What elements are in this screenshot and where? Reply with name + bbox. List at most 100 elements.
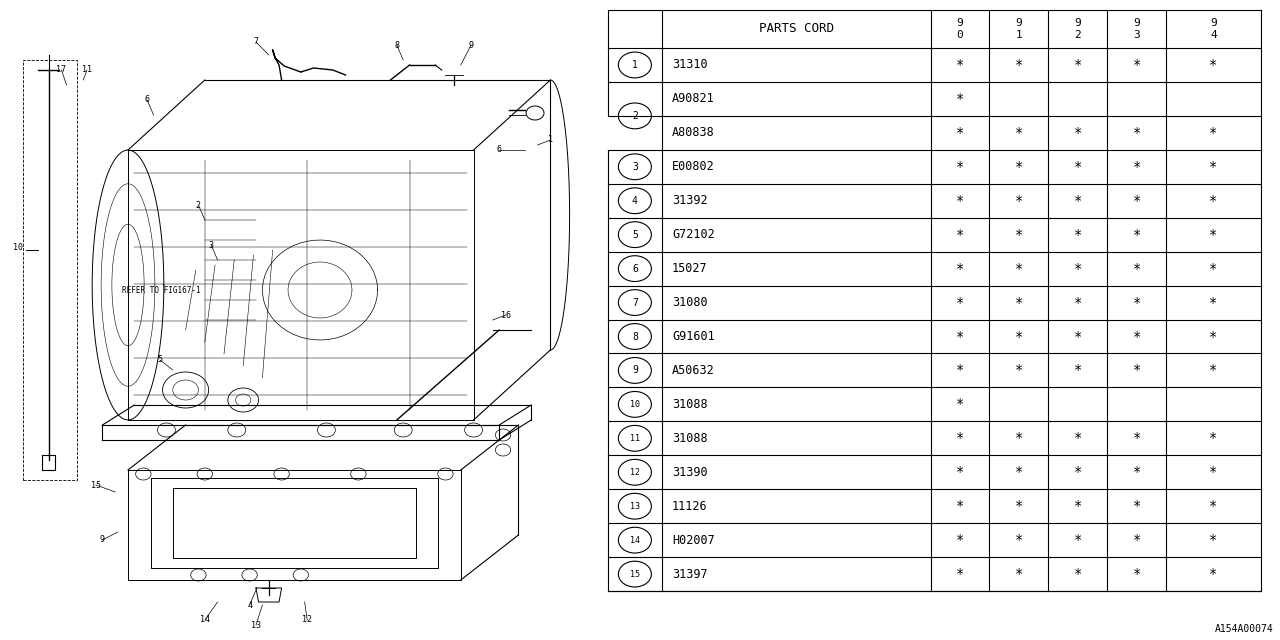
Text: *: * <box>1133 126 1140 140</box>
Text: 9: 9 <box>1074 18 1082 28</box>
Text: 4: 4 <box>632 196 637 205</box>
Text: 6: 6 <box>145 95 150 104</box>
Text: 16: 16 <box>500 310 511 319</box>
Text: 15: 15 <box>630 570 640 579</box>
Text: *: * <box>1133 262 1140 276</box>
Text: *: * <box>1210 228 1217 242</box>
Text: A154A00074: A154A00074 <box>1215 624 1274 634</box>
Text: *: * <box>956 364 964 378</box>
Text: *: * <box>1133 160 1140 174</box>
Text: 1: 1 <box>632 60 637 70</box>
Text: *: * <box>956 465 964 479</box>
Text: 6: 6 <box>497 145 502 154</box>
Text: *: * <box>1210 330 1217 344</box>
Text: *: * <box>1210 364 1217 378</box>
Text: *: * <box>1210 126 1217 140</box>
Text: *: * <box>1074 160 1082 174</box>
Text: H02007: H02007 <box>672 534 714 547</box>
Text: 31088: 31088 <box>672 398 708 411</box>
Text: 3: 3 <box>209 241 214 250</box>
Text: *: * <box>956 160 964 174</box>
Text: 2: 2 <box>632 111 637 121</box>
Text: *: * <box>1074 228 1082 242</box>
Text: 9: 9 <box>1210 18 1217 28</box>
Text: *: * <box>1210 296 1217 310</box>
Text: *: * <box>1074 194 1082 208</box>
Text: *: * <box>1133 431 1140 445</box>
Text: E00802: E00802 <box>672 160 714 173</box>
Text: 31310: 31310 <box>672 58 708 72</box>
Text: *: * <box>1074 296 1082 310</box>
Text: A50632: A50632 <box>672 364 714 377</box>
Text: *: * <box>956 228 964 242</box>
Text: *: * <box>1015 160 1023 174</box>
Text: 7: 7 <box>632 298 637 308</box>
Text: *: * <box>1074 262 1082 276</box>
Text: 10: 10 <box>13 243 23 252</box>
Text: A90821: A90821 <box>672 92 714 106</box>
Text: 8: 8 <box>632 332 637 342</box>
Text: *: * <box>1015 465 1023 479</box>
Text: 3: 3 <box>1133 30 1140 40</box>
Text: 3: 3 <box>632 162 637 172</box>
Text: *: * <box>956 431 964 445</box>
Text: *: * <box>1015 58 1023 72</box>
Text: 9: 9 <box>632 365 637 376</box>
Text: *: * <box>1015 431 1023 445</box>
Text: *: * <box>1210 262 1217 276</box>
Text: *: * <box>956 397 964 412</box>
Text: *: * <box>1210 431 1217 445</box>
Text: *: * <box>1133 296 1140 310</box>
Text: *: * <box>1210 160 1217 174</box>
Text: REFER TO FIG167-1: REFER TO FIG167-1 <box>122 286 200 295</box>
Text: *: * <box>1015 533 1023 547</box>
Text: *: * <box>1074 330 1082 344</box>
Text: *: * <box>956 92 964 106</box>
Text: *: * <box>956 296 964 310</box>
Text: *: * <box>956 262 964 276</box>
Text: *: * <box>956 533 964 547</box>
Text: 15: 15 <box>91 481 101 490</box>
Text: *: * <box>1210 567 1217 581</box>
Text: 5: 5 <box>632 230 637 239</box>
Text: *: * <box>1133 499 1140 513</box>
Text: 14: 14 <box>630 536 640 545</box>
Text: 31088: 31088 <box>672 432 708 445</box>
Text: *: * <box>1074 499 1082 513</box>
Text: *: * <box>956 58 964 72</box>
Text: 15027: 15027 <box>672 262 708 275</box>
Text: *: * <box>1015 296 1023 310</box>
Text: *: * <box>956 499 964 513</box>
Text: 9: 9 <box>1015 18 1023 28</box>
Text: 9: 9 <box>956 18 964 28</box>
Text: 0: 0 <box>956 30 964 40</box>
Text: 31080: 31080 <box>672 296 708 309</box>
Text: *: * <box>1074 567 1082 581</box>
Text: *: * <box>1133 465 1140 479</box>
Text: 14: 14 <box>200 616 210 625</box>
Text: 6: 6 <box>632 264 637 274</box>
Text: 9: 9 <box>468 40 474 49</box>
Text: *: * <box>1210 194 1217 208</box>
Text: *: * <box>1074 364 1082 378</box>
Text: 31397: 31397 <box>672 568 708 580</box>
Text: 13: 13 <box>251 621 261 630</box>
Text: *: * <box>1133 228 1140 242</box>
Text: 11: 11 <box>82 65 92 74</box>
Text: A80838: A80838 <box>672 126 714 140</box>
Text: 2: 2 <box>196 200 201 209</box>
Text: G91601: G91601 <box>672 330 714 343</box>
Text: 4: 4 <box>247 600 252 609</box>
Text: *: * <box>1133 194 1140 208</box>
Text: *: * <box>1133 533 1140 547</box>
Text: 4: 4 <box>1210 30 1217 40</box>
Text: *: * <box>1210 499 1217 513</box>
Text: G72102: G72102 <box>672 228 714 241</box>
Text: *: * <box>1015 330 1023 344</box>
Text: *: * <box>956 567 964 581</box>
Text: *: * <box>1074 58 1082 72</box>
Text: 5: 5 <box>157 355 163 365</box>
Text: *: * <box>956 126 964 140</box>
Text: *: * <box>1210 533 1217 547</box>
Text: 11126: 11126 <box>672 500 708 513</box>
